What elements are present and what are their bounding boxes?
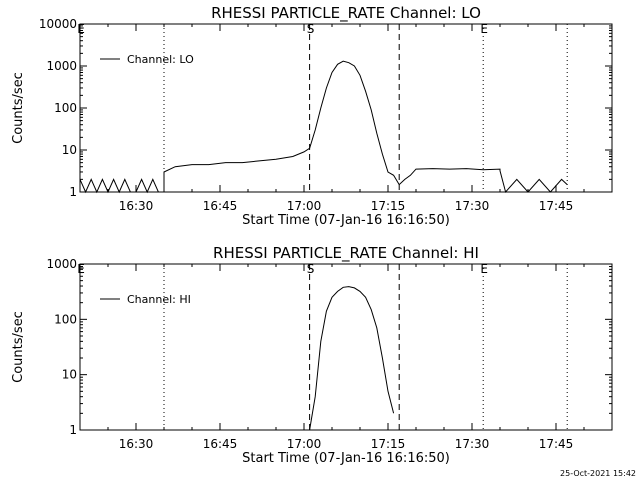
x-tick-label: 16:45 [203, 199, 238, 213]
x-tick-label: 16:45 [203, 437, 238, 451]
y-tick-label: 100 [54, 312, 77, 326]
y-tick-label: 1000 [46, 257, 77, 271]
panel-hi: RHESSI PARTICLE_RATE Channel: HI 1 10 100 10… [11, 244, 613, 466]
series-line [309, 286, 395, 431]
x-tick-label: 17:45 [539, 437, 574, 451]
x-tick-label: 17:00 [287, 199, 322, 213]
y-tick-label: 100 [54, 101, 77, 115]
marker-label: E [480, 22, 488, 36]
x-tick-label: 17:30 [455, 437, 490, 451]
plot-frame [79, 23, 613, 193]
x-tick-label: 17:00 [287, 437, 322, 451]
y-tick-label: 1 [69, 423, 77, 437]
marker-label: E [77, 262, 85, 276]
marker-label: E [77, 22, 85, 36]
x-axis-label: Start Time (07-Jan-16 16:16:50) [242, 451, 450, 466]
y-tick-label: 10 [62, 368, 77, 382]
y-axis-label: Counts/sec [11, 311, 26, 383]
marker-label: S [307, 262, 315, 276]
x-tick-label: 17:45 [539, 199, 574, 213]
y-tick-label: 10 [62, 143, 77, 157]
y-tick-label: 1 [69, 185, 77, 199]
legend-label: Channel: LO [127, 53, 194, 66]
y-tick-label: 1000 [46, 59, 77, 73]
x-tick-label: 16:30 [119, 199, 154, 213]
x-tick-label: 16:30 [119, 437, 154, 451]
series-line [79, 60, 568, 194]
y-axis-label: Counts/sec [11, 72, 26, 144]
legend-label: Channel: HI [127, 293, 191, 306]
chart-title: RHESSI PARTICLE_RATE Channel: LO [211, 4, 481, 23]
x-tick-label: 17:15 [371, 199, 406, 213]
x-axis-label: Start Time (07-Jan-16 16:16:50) [242, 213, 450, 228]
marker-label: S [307, 22, 315, 36]
chart-title: RHESSI PARTICLE_RATE Channel: HI [213, 244, 479, 263]
panel-lo: RHESSI PARTICLE_RATE Channel: LO 1 10 100 10… [11, 4, 613, 228]
marker-label: E [480, 262, 488, 276]
timestamp: 25-Oct-2021 15:42 [560, 469, 636, 478]
y-tick-label: 10000 [39, 17, 77, 31]
plot-frame [79, 263, 613, 431]
x-tick-label: 17:15 [371, 437, 406, 451]
x-tick-label: 17:30 [455, 199, 490, 213]
